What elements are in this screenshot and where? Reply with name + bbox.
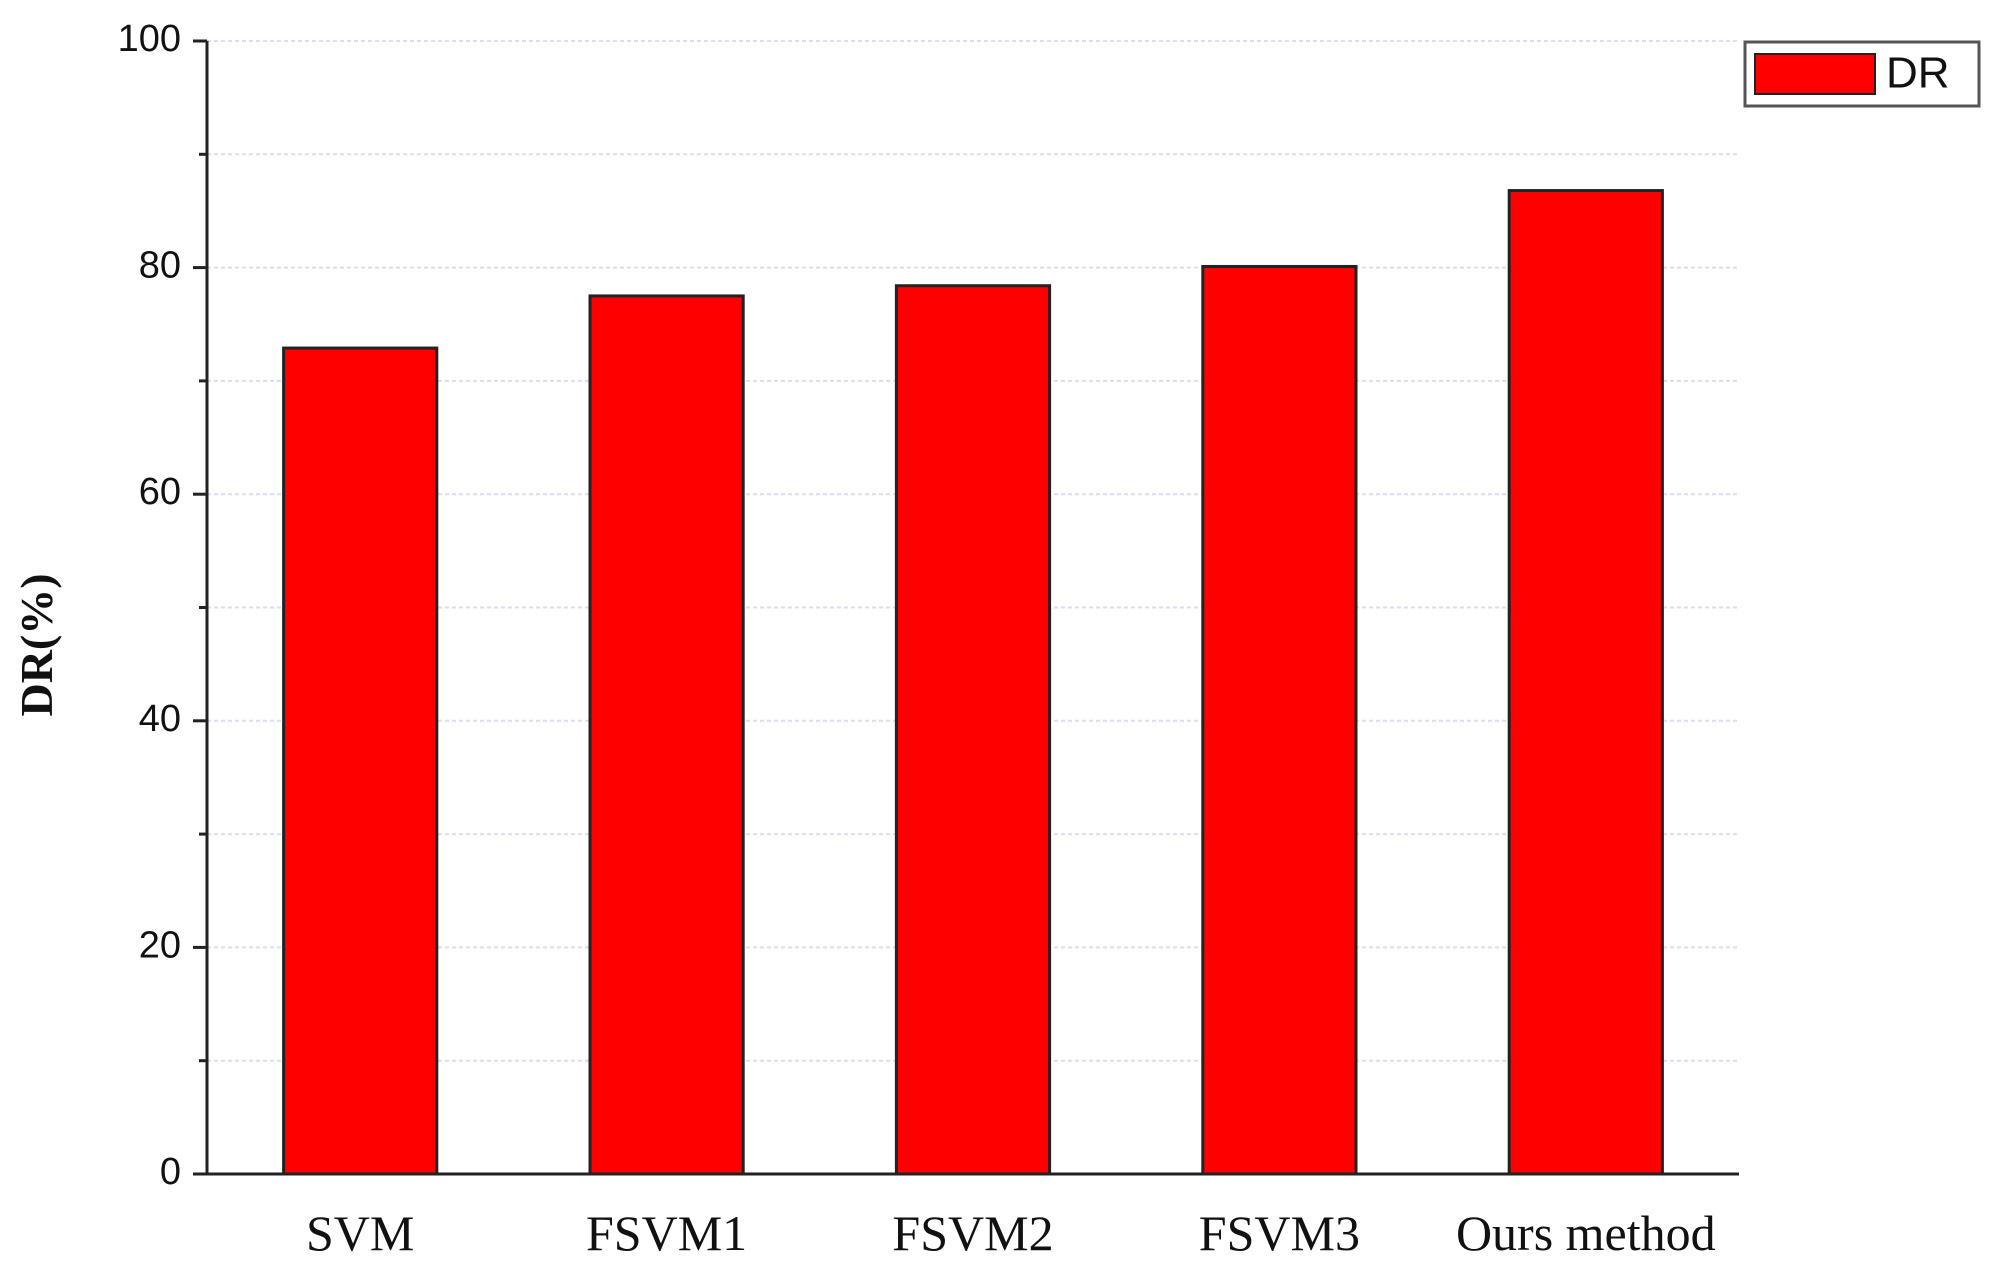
y-axis-label: DR(%): [11, 573, 62, 716]
legend-swatch: [1754, 53, 1876, 95]
bar: [282, 346, 439, 1176]
y-tick-label: 100: [118, 18, 181, 60]
bar: [1507, 189, 1664, 1176]
y-tick-label: 40: [139, 698, 181, 740]
x-tick-label: FSVM2: [892, 1205, 1053, 1261]
x-tick-label: SVM: [306, 1205, 414, 1261]
y-tick-label: 20: [139, 924, 181, 966]
bar: [1201, 264, 1358, 1176]
x-tick-label: FSVM1: [586, 1205, 747, 1261]
bar: [588, 294, 745, 1176]
legend-label: DR: [1886, 49, 1950, 98]
y-tick-label: 60: [139, 471, 181, 513]
x-tick-label: FSVM3: [1199, 1205, 1360, 1261]
x-tick-label: Ours method: [1456, 1205, 1716, 1261]
bar: [894, 284, 1052, 1176]
y-tick-label: 80: [139, 245, 181, 287]
y-tick-label: 0: [160, 1151, 181, 1193]
